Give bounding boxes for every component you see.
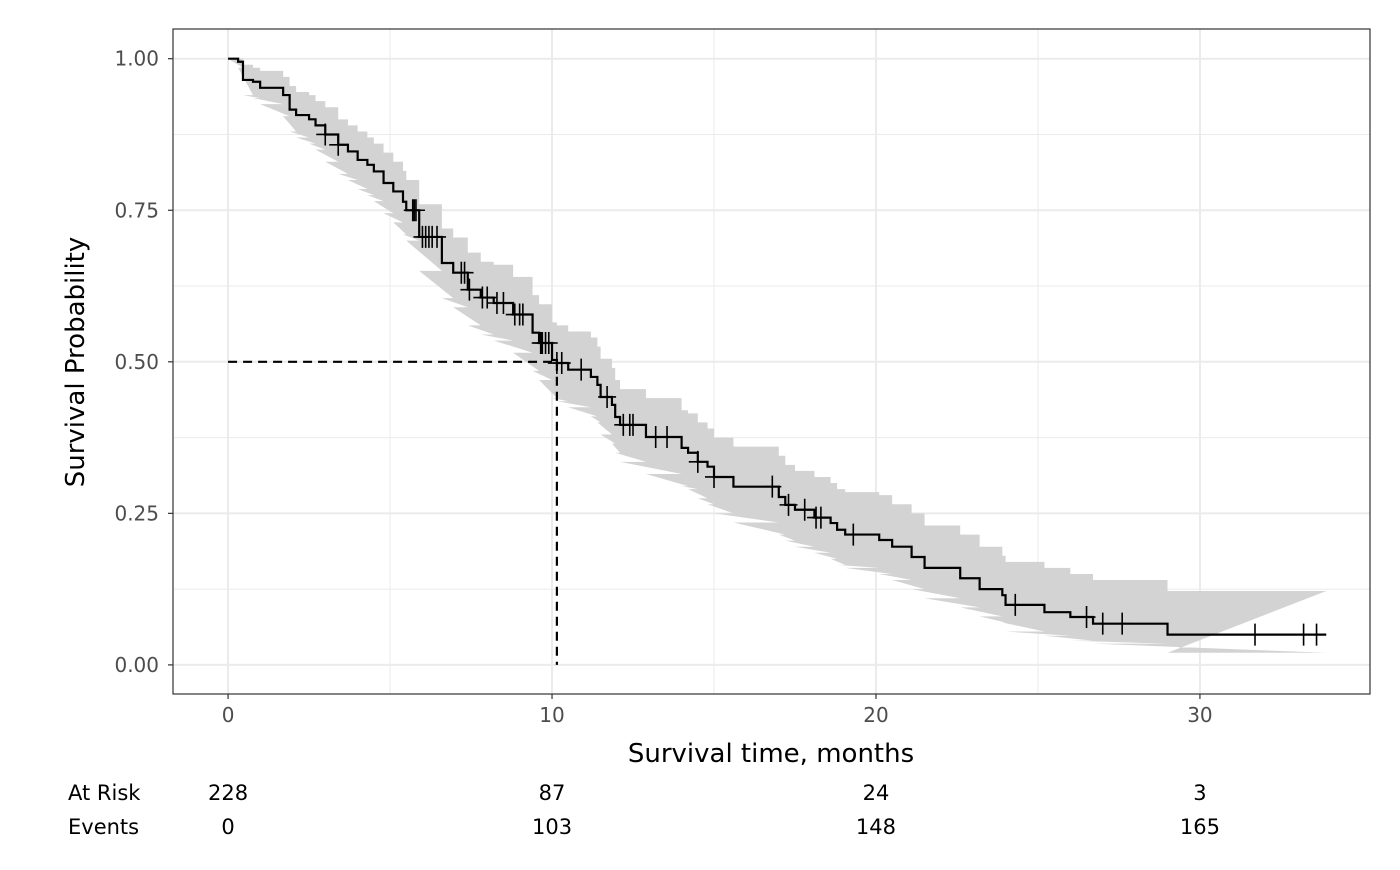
- censor-mark: [552, 352, 571, 375]
- censor-mark: [1006, 593, 1025, 616]
- censor-mark: [316, 123, 335, 146]
- censor-mark: [1246, 623, 1264, 646]
- x-tick-label: 0: [222, 703, 235, 727]
- censor-mark: [406, 199, 425, 222]
- risk-row-label: Events: [68, 815, 139, 839]
- censor-mark: [598, 385, 617, 408]
- censor-mark: [1113, 612, 1132, 635]
- censor-mark: [795, 498, 814, 521]
- risk-table: At Risk Events 228 87 24 3 0 103 148 165: [68, 781, 1220, 839]
- survival-step-line: [228, 57, 1327, 636]
- censor-mark: [513, 303, 532, 326]
- survival-curve: [228, 57, 1327, 636]
- censor-mark: [1093, 612, 1112, 635]
- censor-marks: [316, 123, 1326, 646]
- censor-mark: [763, 475, 782, 498]
- y-tick-label: 0.25: [114, 501, 159, 525]
- x-tick-label: 20: [863, 703, 888, 727]
- censor-mark: [811, 506, 830, 529]
- y-axis-title: Survival Probability: [61, 237, 91, 488]
- y-tick-label: 0.75: [114, 198, 159, 222]
- censor-mark: [704, 465, 723, 488]
- censor-mark: [455, 261, 474, 284]
- risk-value: 228: [208, 781, 248, 805]
- risk-value: 165: [1180, 815, 1220, 839]
- censor-mark: [658, 425, 677, 448]
- risk-value: 24: [863, 781, 890, 805]
- risk-value: 0: [221, 815, 234, 839]
- risk-value: 3: [1193, 781, 1206, 805]
- censor-mark: [624, 413, 643, 436]
- y-tick-label: 1.00: [114, 47, 159, 71]
- risk-value: 87: [539, 781, 566, 805]
- censor-mark: [478, 286, 497, 309]
- risk-value: 103: [532, 815, 572, 839]
- confidence-band: [228, 58, 1327, 653]
- median-lines: [228, 360, 558, 665]
- censor-mark: [1077, 606, 1096, 629]
- x-axis-title: Survival time, months: [628, 739, 914, 769]
- y-tick-label: 0.00: [114, 653, 159, 677]
- censor-mark: [779, 493, 798, 516]
- censor-mark: [329, 133, 348, 156]
- censor-mark: [428, 225, 447, 248]
- risk-value: 148: [856, 815, 896, 839]
- x-tick-label: 30: [1187, 703, 1212, 727]
- censor-mark: [1307, 623, 1326, 646]
- y-axis: 0.00 0.25 0.50 0.75 1.00: [114, 47, 173, 677]
- y-tick-label: 0.50: [114, 350, 159, 374]
- censor-mark: [844, 523, 863, 546]
- confidence-band-area: [228, 58, 1327, 653]
- censor-mark: [460, 278, 479, 301]
- risk-row-label: At Risk: [68, 781, 141, 805]
- censor-mark: [572, 358, 591, 381]
- x-axis: 0 10 20 30: [222, 694, 1213, 727]
- censor-mark: [494, 292, 513, 315]
- x-tick-label: 10: [539, 703, 564, 727]
- censor-mark: [688, 450, 707, 473]
- censor-mark: [539, 332, 558, 355]
